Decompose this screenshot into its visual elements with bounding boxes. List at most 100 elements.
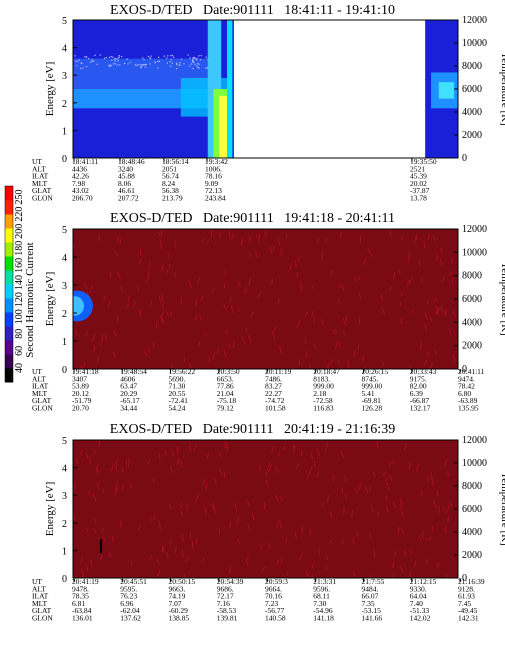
noise-streak: [229, 296, 232, 304]
noise-streak: [174, 272, 176, 278]
colorbar-segment: [5, 200, 13, 215]
spectrogram-feature: [73, 296, 84, 316]
noise-streak: [358, 292, 362, 299]
noise-streak: [199, 314, 202, 321]
y2-tick-label: 8000: [462, 481, 482, 492]
noise-streak: [277, 238, 281, 245]
speckle: [194, 63, 196, 65]
speckle: [113, 58, 116, 60]
noise-streak: [182, 534, 184, 542]
noise-streak: [210, 229, 213, 237]
y-tick-label: 3: [62, 281, 67, 292]
table-cell: 20:18:47: [313, 367, 340, 376]
noise-streak: [309, 528, 311, 536]
table-cell: 101.58: [265, 404, 286, 413]
table-cell: 6.39: [410, 389, 423, 398]
noise-streak: [388, 286, 392, 292]
spectrogram-feature: [100, 539, 102, 554]
colorbar-segment: [5, 186, 13, 201]
noise-streak: [82, 361, 86, 369]
noise-streak: [186, 555, 189, 563]
table-cell: -37.87: [410, 186, 430, 195]
noise-streak: [230, 305, 234, 313]
speckle: [150, 55, 152, 57]
speckle: [134, 64, 136, 66]
speckle: [166, 62, 168, 64]
noise-streak: [188, 442, 192, 449]
noise-streak: [246, 500, 251, 507]
noise-streak: [353, 350, 356, 358]
table-cell: 9484.: [362, 584, 379, 593]
speckle: [114, 63, 116, 65]
speckle: [117, 57, 120, 59]
noise-streak: [95, 463, 99, 472]
noise-streak: [409, 571, 412, 576]
table-cell: 135.95: [458, 404, 479, 413]
noise-streak: [305, 350, 308, 359]
table-cell: 7.07: [169, 599, 182, 608]
noise-streak: [84, 281, 88, 289]
noise-streak: [422, 530, 424, 539]
noise-streak: [440, 258, 442, 267]
noise-streak: [329, 538, 333, 544]
noise-streak: [158, 232, 161, 237]
speckle: [147, 55, 149, 58]
table-cell: -63.84: [72, 606, 92, 615]
speckle: [197, 66, 199, 68]
table-row-label: ILAT: [32, 592, 49, 601]
table-cell: 76.23: [120, 592, 137, 601]
y2-tick-label: 6000: [462, 504, 482, 515]
speckle: [195, 59, 197, 61]
speckle: [144, 66, 146, 68]
noise-streak: [392, 501, 397, 509]
spectrogram-column: [227, 20, 233, 158]
speckle: [166, 57, 168, 59]
y2-tick-label: 2000: [462, 550, 482, 561]
table-cell: 9686.: [217, 584, 234, 593]
table-cell: 206.70: [72, 194, 93, 203]
noise-streak: [76, 458, 78, 464]
speckle: [91, 60, 93, 62]
noise-streak: [176, 446, 179, 455]
colorbar-tick-label: 160: [14, 258, 25, 273]
noise-streak: [434, 504, 437, 510]
table-cell: 8183.: [313, 374, 330, 383]
noise-streak: [324, 442, 329, 452]
noise-streak: [224, 442, 228, 449]
speckle: [190, 63, 193, 65]
noise-streak: [176, 458, 180, 466]
speckle: [180, 58, 183, 61]
noise-streak: [330, 269, 334, 276]
noise-streak: [232, 340, 235, 348]
table-cell: 999.00: [313, 382, 334, 391]
noise-streak: [420, 278, 422, 283]
noise-streak: [127, 458, 130, 467]
noise-streak: [286, 571, 289, 577]
table-row-label: ALT: [32, 164, 46, 173]
noise-streak: [268, 542, 270, 550]
noise-streak: [188, 280, 192, 289]
data-gap: [233, 20, 426, 158]
noise-streak: [245, 559, 249, 566]
speckle: [149, 57, 151, 59]
noise-streak: [189, 363, 192, 369]
noise-streak: [310, 452, 314, 460]
noise-streak: [204, 506, 207, 515]
noise-streak: [165, 310, 170, 317]
y-axis-label: Energy [eV]: [44, 272, 56, 326]
speckle: [110, 64, 112, 66]
noise-streak: [198, 342, 201, 348]
noise-streak: [426, 474, 430, 483]
y-axis-label: Energy [eV]: [44, 62, 56, 116]
noise-streak: [170, 465, 173, 474]
speckle: [140, 66, 143, 68]
noise-streak: [296, 463, 300, 469]
y2-tick-label: 4000: [462, 527, 482, 538]
noise-streak: [87, 490, 91, 495]
noise-streak: [415, 463, 419, 472]
noise-streak: [170, 575, 173, 578]
speckle: [126, 58, 128, 60]
noise-streak: [194, 313, 198, 320]
noise-streak: [433, 235, 437, 243]
noise-streak: [149, 555, 152, 560]
